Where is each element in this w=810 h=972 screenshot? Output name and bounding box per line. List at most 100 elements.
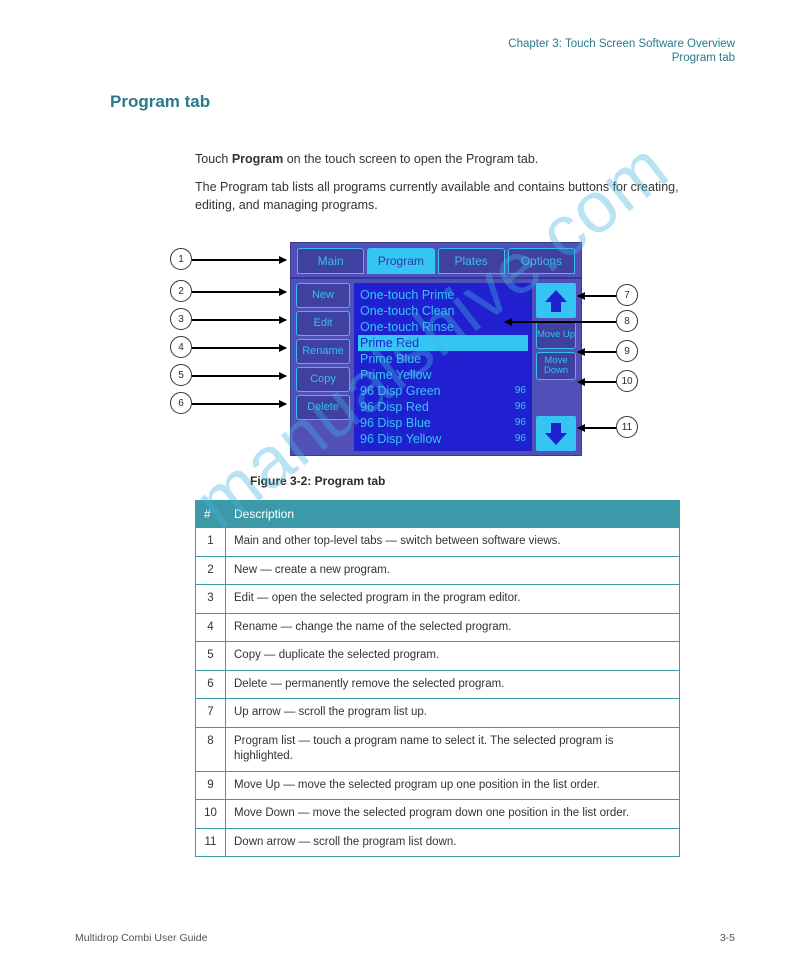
tab-options[interactable]: Options <box>508 248 575 274</box>
table-row: 7Up arrow — scroll the program list up. <box>196 699 680 728</box>
table-cell-desc: Main and other top-level tabs — switch b… <box>226 528 680 557</box>
footer-left: Multidrop Combi User Guide <box>75 932 207 944</box>
table-row: 1Main and other top-level tabs — switch … <box>196 528 680 557</box>
table-cell-num: 2 <box>196 556 226 585</box>
program-name: One-touch Clean <box>360 303 455 319</box>
table-row: 10Move Down — move the selected program … <box>196 800 680 829</box>
table-cell-desc: Delete — permanently remove the selected… <box>226 670 680 699</box>
right-button-column: Move Up Move Down <box>536 283 576 451</box>
table-cell-num: 1 <box>196 528 226 557</box>
callout-1: 1 <box>170 248 192 270</box>
callout-7: 7 <box>616 284 638 306</box>
move-up-button[interactable]: Move Up <box>536 321 576 349</box>
program-list-row[interactable]: 96 Disp Yellow 96 <box>358 431 528 447</box>
program-list-row[interactable]: Prime Red <box>358 335 528 351</box>
intro-p1-bold: Program <box>232 152 283 166</box>
table-row: 4Rename — change the name of the selecte… <box>196 613 680 642</box>
callout-2: 2 <box>170 280 192 302</box>
callout-arrow <box>578 381 616 383</box>
scroll-up-button[interactable] <box>536 283 576 318</box>
table-cell-num: 3 <box>196 585 226 614</box>
table-row: 6Delete — permanently remove the selecte… <box>196 670 680 699</box>
callout-arrow <box>192 347 286 349</box>
table-cell-desc: Program list — touch a program name to s… <box>226 727 680 771</box>
program-tag: 96 <box>515 415 526 431</box>
program-tag: 96 <box>515 399 526 415</box>
callout-8: 8 <box>616 310 638 332</box>
tab-plates[interactable]: Plates <box>438 248 505 274</box>
callout-3: 3 <box>170 308 192 330</box>
program-name: 96 Disp Red <box>360 399 429 415</box>
tab-main[interactable]: Main <box>297 248 364 274</box>
program-list-row[interactable]: 96 Disp Blue96 <box>358 415 528 431</box>
table-row: 8Program list — touch a program name to … <box>196 727 680 771</box>
program-list-row[interactable]: 96 Disp Green96 <box>358 383 528 399</box>
table-row: 3Edit — open the selected program in the… <box>196 585 680 614</box>
program-list-row[interactable]: One-touch Rinse <box>358 319 528 335</box>
intro-p2: The Program tab lists all programs curre… <box>195 178 680 214</box>
new-button[interactable]: New <box>296 283 350 308</box>
callout-9: 9 <box>616 340 638 362</box>
table-row: 5Copy — duplicate the selected program. <box>196 642 680 671</box>
table-cell-num: 5 <box>196 642 226 671</box>
arrow-up-icon <box>543 288 569 314</box>
table-cell-desc: Copy — duplicate the selected program. <box>226 642 680 671</box>
callout-6: 6 <box>170 392 192 414</box>
table-row: 2New — create a new program. <box>196 556 680 585</box>
rename-button[interactable]: Rename <box>296 339 350 364</box>
callout-4: 4 <box>170 336 192 358</box>
footer-right: 3-5 <box>720 932 735 944</box>
callout-5: 5 <box>170 364 192 386</box>
intro-p1-prefix: Touch <box>195 152 232 166</box>
program-list-row[interactable]: Prime Yellow <box>358 367 528 383</box>
table-header-desc: Description <box>226 501 680 528</box>
callout-arrow <box>192 291 286 293</box>
table-cell-num: 6 <box>196 670 226 699</box>
move-down-button[interactable]: Move Down <box>536 352 576 380</box>
program-tag: 96 <box>515 431 526 447</box>
table-cell-num: 8 <box>196 727 226 771</box>
table-cell-desc: Edit — open the selected program in the … <box>226 585 680 614</box>
callout-arrow <box>578 351 616 353</box>
figure-caption: Figure 3-2: Program tab <box>250 474 385 488</box>
program-name: Prime Yellow <box>360 367 432 383</box>
callout-arrow <box>505 321 616 323</box>
section-title: Program tab <box>110 92 670 112</box>
table-cell-desc: Up arrow — scroll the program list up. <box>226 699 680 728</box>
table-cell-desc: Rename — change the name of the selected… <box>226 613 680 642</box>
delete-button[interactable]: Delete <box>296 395 350 420</box>
table-cell-num: 11 <box>196 828 226 857</box>
copy-button[interactable]: Copy <box>296 367 350 392</box>
table-cell-desc: Move Up — move the selected program up o… <box>226 771 680 800</box>
arrow-down-icon <box>543 421 569 447</box>
program-name: 96 Disp Yellow <box>360 431 441 447</box>
table-cell-num: 7 <box>196 699 226 728</box>
figure-area: 1 2 3 4 5 6 7 8 9 10 11 Main Program Pla… <box>170 240 650 470</box>
program-list-row[interactable]: 96 Disp Red 96 <box>358 399 528 415</box>
intro-text: Touch Program on the touch screen to ope… <box>195 150 680 224</box>
touchscreen-screenshot: Main Program Plates Options New Edit Ren… <box>290 242 582 456</box>
table-header-num: # <box>196 501 226 528</box>
table-cell-num: 10 <box>196 800 226 829</box>
program-list[interactable]: One-touch PrimeOne-touch CleanOne-touch … <box>354 283 532 451</box>
callout-10: 10 <box>616 370 638 392</box>
callout-arrow <box>192 319 286 321</box>
table-row: 9Move Up — move the selected program up … <box>196 771 680 800</box>
program-name: One-touch Rinse <box>360 319 454 335</box>
callout-arrow <box>192 259 286 261</box>
program-name: Prime Blue <box>360 351 421 367</box>
scroll-down-button[interactable] <box>536 416 576 451</box>
header-line2: Program tab <box>255 52 735 64</box>
program-list-row[interactable]: Prime Blue <box>358 351 528 367</box>
edit-button[interactable]: Edit <box>296 311 350 336</box>
table-cell-num: 4 <box>196 613 226 642</box>
program-name: One-touch Prime <box>360 287 454 303</box>
callout-arrow <box>578 295 616 297</box>
table-cell-desc: New — create a new program. <box>226 556 680 585</box>
program-list-row[interactable]: One-touch Clean <box>358 303 528 319</box>
callout-arrow <box>192 403 286 405</box>
program-list-row[interactable]: One-touch Prime <box>358 287 528 303</box>
tab-program[interactable]: Program <box>367 248 434 274</box>
callout-11: 11 <box>616 416 638 438</box>
callout-arrow <box>192 375 286 377</box>
